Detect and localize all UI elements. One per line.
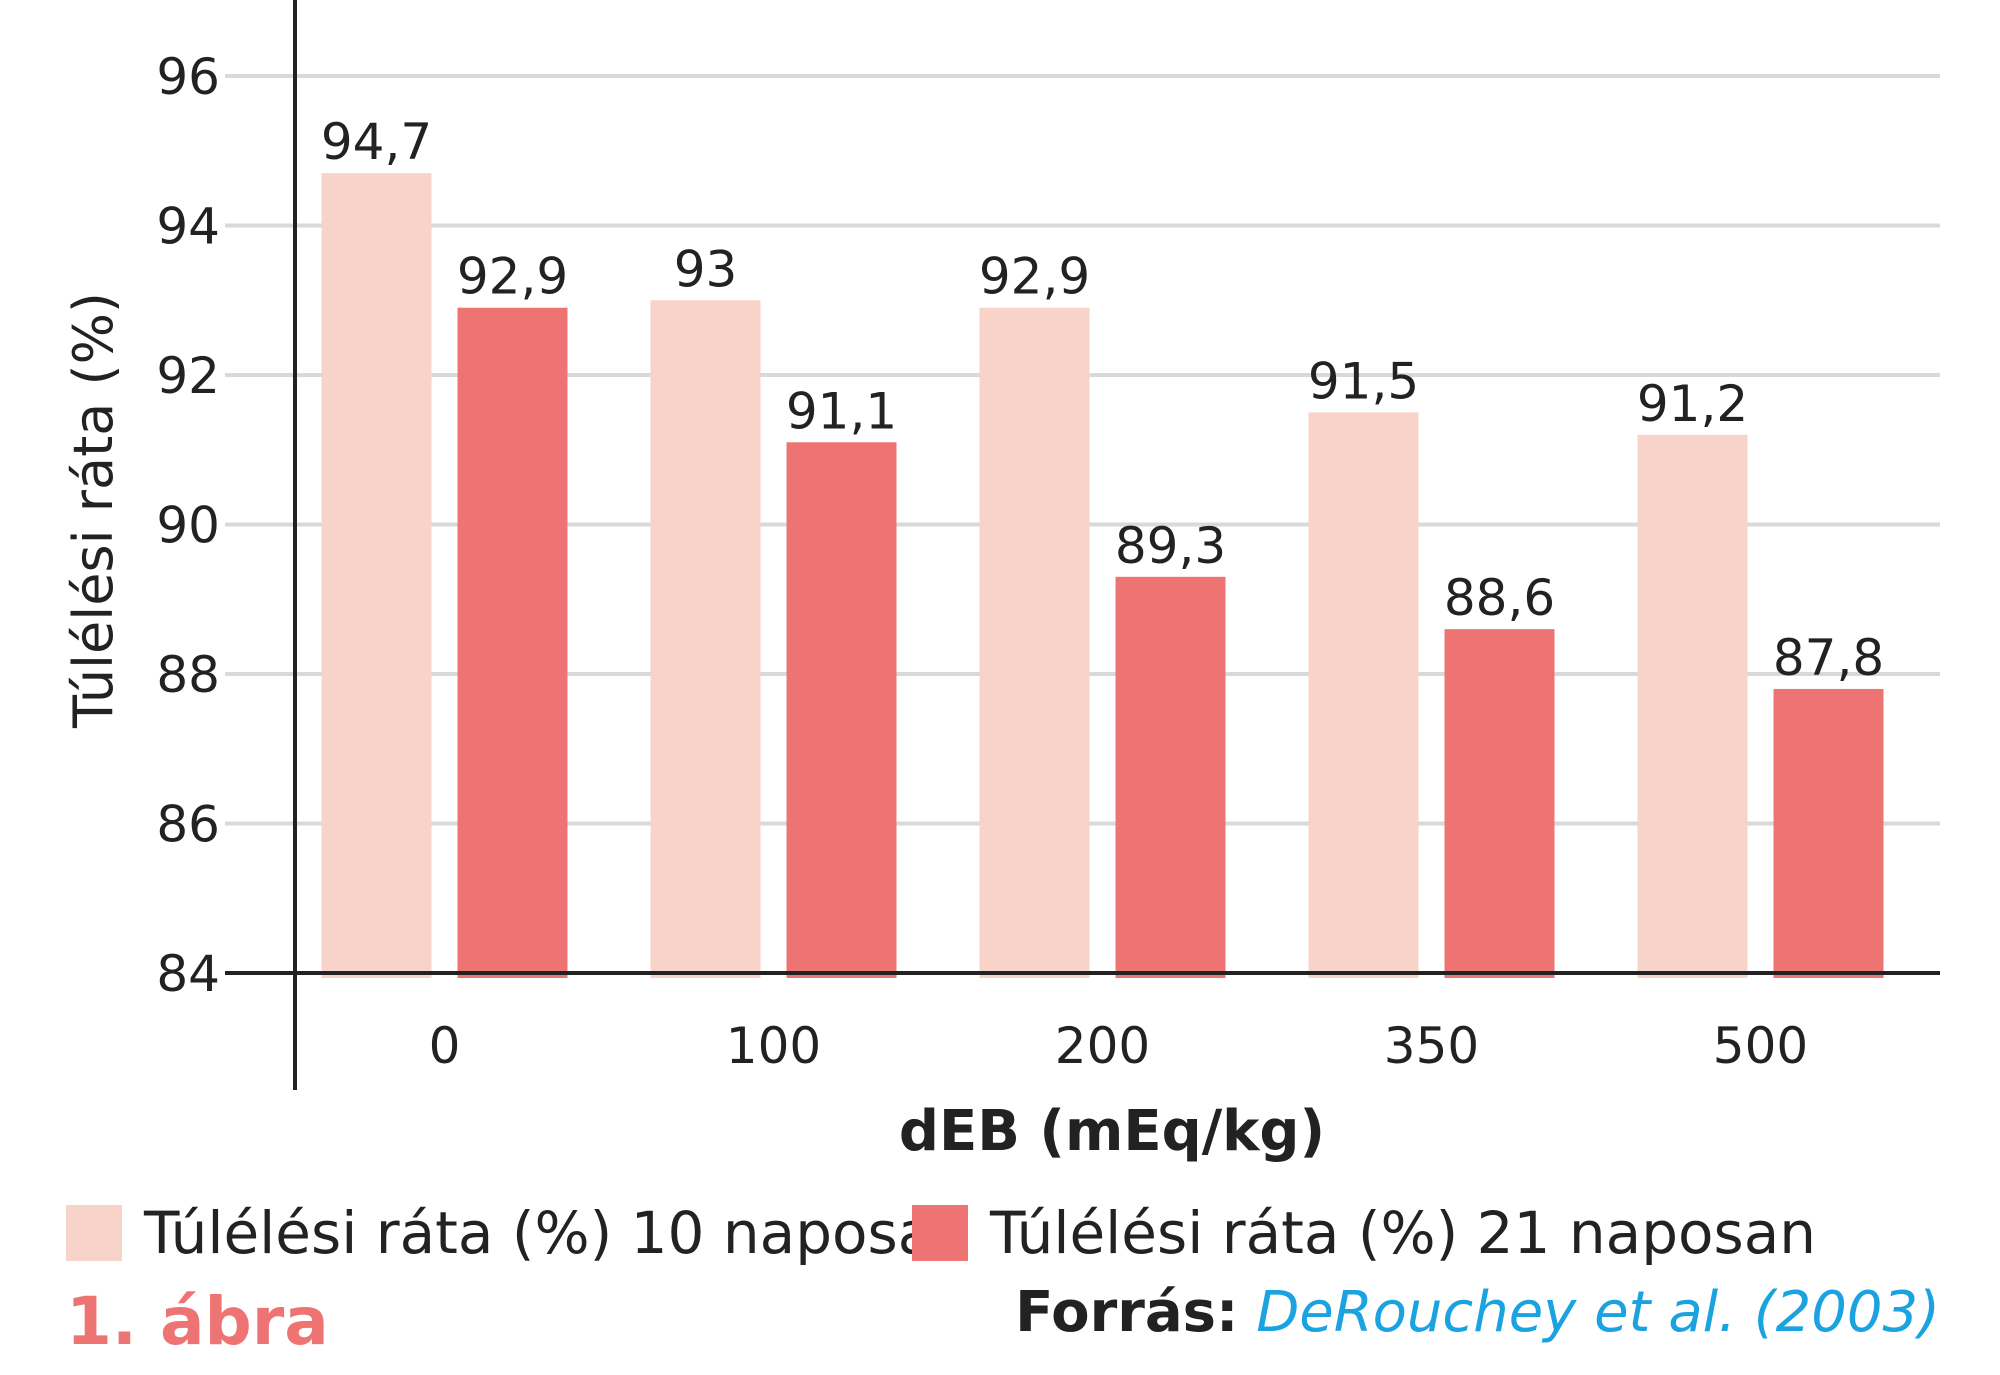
data-label-10-day-350: 91,5 bbox=[1308, 352, 1419, 410]
data-label-21-day-500: 87,8 bbox=[1773, 629, 1884, 687]
y-tick-88: 88 bbox=[156, 646, 220, 704]
x-tick-100: 100 bbox=[726, 1017, 821, 1075]
data-labels: 94,7 92,9 93 91,1 92,9 89,3 91,5 88,6 91,2 87,8 bbox=[321, 113, 1884, 687]
bar-21-day-200 bbox=[1115, 576, 1226, 978]
y-tick-96: 96 bbox=[156, 48, 220, 106]
data-label-21-day-0: 92,9 bbox=[457, 248, 568, 306]
bars bbox=[321, 173, 1884, 979]
data-label-21-day-100: 91,1 bbox=[786, 382, 897, 440]
y-tick-90: 90 bbox=[156, 497, 220, 555]
data-label-10-day-100: 93 bbox=[674, 240, 738, 298]
bar-10-day-350 bbox=[1308, 412, 1419, 978]
y-tick-86: 86 bbox=[156, 796, 220, 854]
bar-21-day-350 bbox=[1444, 629, 1555, 978]
data-label-10-day-200: 92,9 bbox=[979, 248, 1090, 306]
legend-label-21-day: Túlélési ráta (%) 21 naposan bbox=[990, 1199, 1817, 1267]
data-label-10-day-0: 94,7 bbox=[321, 113, 432, 171]
legend-item-21-day: Túlélési ráta (%) 21 naposan bbox=[912, 1198, 1816, 1268]
bar-10-day-100 bbox=[650, 300, 761, 978]
x-tick-labels: 0 100 200 350 500 bbox=[429, 1017, 1809, 1075]
x-tick-200: 200 bbox=[1055, 1017, 1150, 1075]
bar-21-day-100 bbox=[786, 442, 897, 978]
source-prefix: Forrás: bbox=[1015, 1280, 1239, 1345]
x-tick-0: 0 bbox=[429, 1017, 461, 1075]
x-axis-label: dEB (mEq/kg) bbox=[899, 1099, 1325, 1164]
y-tick-84: 84 bbox=[156, 945, 220, 1003]
bar-21-day-500 bbox=[1773, 688, 1884, 978]
figure-label: 1. ábra bbox=[66, 1283, 329, 1360]
y-axis-label: Túlélési ráta (%) bbox=[62, 292, 125, 729]
bar-10-day-200 bbox=[979, 307, 1090, 979]
data-label-21-day-200: 89,3 bbox=[1115, 517, 1226, 575]
bar-21-day-0 bbox=[457, 307, 568, 979]
bar-10-day-500 bbox=[1637, 434, 1748, 978]
x-tick-350: 350 bbox=[1384, 1017, 1479, 1075]
bar-chart: 94,7 92,9 93 91,1 92,9 89,3 91,5 88,6 91,2 87,8 8… bbox=[62, 0, 1940, 1164]
source-citation[interactable]: DeRouchey et al. (2003) bbox=[1256, 1280, 1940, 1345]
legend-swatch-10-day bbox=[66, 1205, 122, 1261]
y-tick-labels: 84 86 88 90 92 94 96 bbox=[156, 48, 220, 1003]
source-note: Forrás: DeRouchey et al. (2003) bbox=[1015, 1280, 1940, 1345]
y-tick-94: 94 bbox=[156, 198, 220, 256]
bar-10-day-0 bbox=[321, 173, 432, 979]
legend-label-10-day: Túlélési ráta (%) 10 naposan bbox=[144, 1199, 971, 1267]
data-label-10-day-500: 91,2 bbox=[1637, 375, 1748, 433]
legend-swatch-21-day bbox=[912, 1205, 968, 1261]
y-tick-92: 92 bbox=[156, 347, 220, 405]
legend-item-10-day: Túlélési ráta (%) 10 naposan bbox=[66, 1198, 970, 1268]
x-tick-500: 500 bbox=[1713, 1017, 1808, 1075]
data-label-21-day-350: 88,6 bbox=[1444, 569, 1555, 627]
